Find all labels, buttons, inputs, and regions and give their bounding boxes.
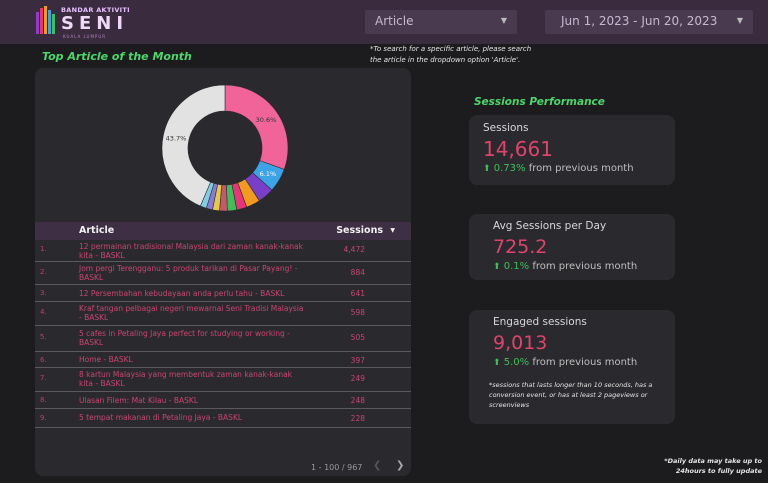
- sessions-delta: ⬆ 0.73% from previous month: [483, 163, 634, 174]
- table-row[interactable]: 9. 5 tempat makanan di Petaling Jaya - BA…: [35, 409, 411, 428]
- row-number: 3.: [40, 289, 47, 297]
- row-article: 5 cafes in Petaling Jaya perfect for stu…: [79, 329, 290, 347]
- table-row[interactable]: 5. 5 cafes in Petaling Jaya perfect for s…: [35, 326, 411, 352]
- sessions-scorecard: Sessions 14,661 ⬆ 0.73% from previous mo…: [469, 115, 675, 185]
- row-sessions: 228: [350, 414, 365, 423]
- logo-icon: [36, 6, 55, 34]
- column-header-article[interactable]: Article: [79, 225, 115, 236]
- row-sessions: 248: [350, 396, 365, 405]
- column-header-sessions[interactable]: Sessions: [336, 225, 383, 236]
- row-number: 6.: [40, 356, 47, 364]
- arrow-up-icon: ⬆: [483, 164, 491, 174]
- arrow-up-icon: ⬆: [493, 262, 501, 272]
- chevron-left-icon[interactable]: ❮: [373, 460, 382, 471]
- top-article-title: Top Article of the Month: [42, 50, 192, 63]
- avg-sessions-delta-pct: 0.1%: [503, 261, 530, 272]
- sessions-delta-suffix: from previous month: [528, 163, 634, 174]
- donut-slice-10[interactable]: [161, 84, 226, 207]
- row-number: 1.: [40, 245, 47, 253]
- chevron-down-icon: ▼: [500, 16, 507, 25]
- data-update-note: *Daily data may take up to 24hours to fu…: [664, 457, 762, 475]
- logo-subtitle: KUALA LUMPUR: [63, 34, 107, 39]
- sessions-value: 14,661: [483, 137, 553, 161]
- search-hint: *To search for a specific article, pleas…: [370, 45, 532, 64]
- row-article: 5 tempat makanan di Petaling Jaya - BASK…: [79, 413, 243, 422]
- row-article: Home - BASKL: [79, 355, 133, 364]
- chevron-right-icon[interactable]: ❯: [396, 460, 405, 471]
- row-article: Ulasan Filem: Mat Kilau - BASKL: [79, 396, 199, 405]
- row-number: 9.: [40, 414, 47, 422]
- row-number: 7.: [40, 374, 47, 382]
- row-sessions: 397: [350, 356, 365, 365]
- engaged-sessions-delta: ⬆ 5.0% from previous month: [493, 357, 637, 368]
- date-range-dropdown[interactable]: Jun 1, 2023 - Jun 20, 2023 ▼: [545, 10, 753, 34]
- sessions-label: Sessions: [483, 122, 529, 134]
- donut-slice-0[interactable]: [224, 84, 289, 170]
- avg-sessions-scorecard: Avg Sessions per Day 725.2 ⬆ 0.1% from p…: [469, 214, 675, 280]
- row-article: Kraf tangan pelbagai negeri mewarnai Sen…: [79, 304, 304, 322]
- engaged-sessions-label: Engaged sessions: [493, 316, 587, 328]
- sort-desc-icon[interactable]: ▼: [390, 227, 395, 234]
- row-number: 8.: [40, 396, 47, 404]
- row-article: 12 permainan tradisional Malaysia dari z…: [79, 242, 303, 260]
- row-article: 12 Persembahan kebudayaan anda perlu tah…: [79, 289, 285, 298]
- engaged-sessions-delta-suffix: from previous month: [532, 357, 638, 368]
- row-number: 4.: [40, 308, 47, 316]
- logo-title: SENI: [61, 13, 129, 34]
- date-range-label: Jun 1, 2023 - Jun 20, 2023: [561, 14, 718, 28]
- table-header: Article Sessions ▼: [35, 222, 411, 240]
- donut-slice-label: 6.1%: [260, 170, 277, 178]
- row-number: 2.: [40, 268, 47, 276]
- avg-sessions-delta-suffix: from previous month: [532, 261, 638, 272]
- sessions-performance-title: Sessions Performance: [474, 96, 605, 108]
- row-sessions: 884: [350, 268, 365, 277]
- avg-sessions-delta: ⬆ 0.1% from previous month: [493, 261, 637, 272]
- table-row[interactable]: 4. Kraf tangan pelbagai negeri mewarnai S…: [35, 302, 411, 326]
- logo-small-text: BANDAR AKTIVITI: [61, 6, 130, 14]
- donut-slice-label: 43.7%: [166, 135, 187, 143]
- donut-chart[interactable]: 30.6% 6.1% 43.7%: [155, 78, 295, 218]
- top-article-card: 30.6% 6.1% 43.7% Article Sessions ▼ 1. 12 p…: [35, 68, 411, 476]
- arrow-up-icon: ⬆: [493, 358, 501, 368]
- donut-slice-label: 30.6%: [256, 116, 277, 124]
- row-sessions: 505: [350, 333, 365, 342]
- pagination-label: 1 - 100 / 967: [311, 463, 363, 472]
- row-sessions: 641: [350, 289, 365, 298]
- article-dropdown[interactable]: Article ▼: [365, 10, 517, 34]
- avg-sessions-label: Avg Sessions per Day: [493, 220, 607, 232]
- row-sessions: 4,472: [343, 245, 365, 254]
- engaged-sessions-note: *sessions that lasts longer than 10 seco…: [489, 381, 653, 409]
- table-row[interactable]: 2. Jom pergi Terengganu: 5 produk tarikan…: [35, 262, 411, 285]
- row-number: 5.: [40, 333, 47, 341]
- table-row[interactable]: 6. Home - BASKL 397: [35, 352, 411, 368]
- table-row[interactable]: 1. 12 permainan tradisional Malaysia dari…: [35, 240, 411, 262]
- row-sessions: 598: [350, 308, 365, 317]
- sessions-delta-pct: 0.73%: [493, 163, 526, 174]
- top-bar: BANDAR AKTIVITI SENI KUALA LUMPUR Articl…: [0, 0, 768, 44]
- article-dropdown-label: Article: [375, 14, 414, 28]
- table-row[interactable]: 8. Ulasan Filem: Mat Kilau - BASKL 248: [35, 392, 411, 409]
- row-article: Jom pergi Terengganu: 5 produk tarikan d…: [79, 264, 298, 282]
- table-row[interactable]: 7. 8 kartun Malaysia yang membentuk zaman…: [35, 368, 411, 392]
- engaged-sessions-value: 9,013: [493, 332, 548, 354]
- row-article: 8 kartun Malaysia yang membentuk zaman k…: [79, 370, 293, 388]
- engaged-sessions-delta-pct: 5.0%: [503, 357, 530, 368]
- avg-sessions-value: 725.2: [493, 236, 548, 258]
- table-row[interactable]: 3. 12 Persembahan kebudayaan anda perlu t…: [35, 285, 411, 302]
- engaged-sessions-scorecard: Engaged sessions 9,013 ⬆ 5.0% from previ…: [469, 310, 675, 424]
- chevron-down-icon: ▼: [736, 16, 743, 25]
- row-sessions: 249: [350, 374, 365, 383]
